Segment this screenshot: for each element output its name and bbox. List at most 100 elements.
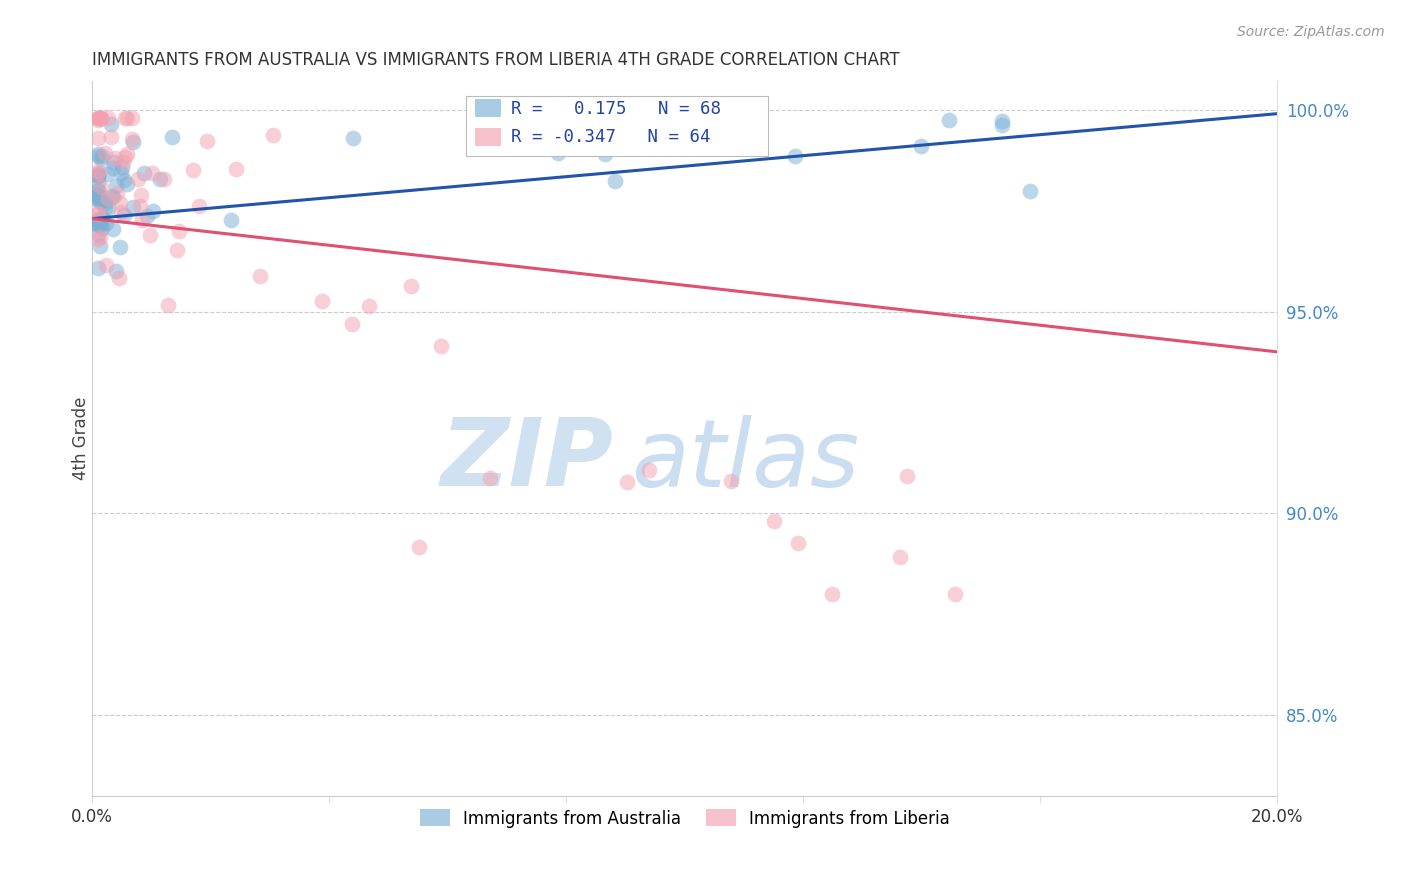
Point [311, 294, 333, 309]
Point [90, 211, 112, 225]
Point [87, 113, 110, 128]
Point [357, 299, 380, 313]
Point [195, 134, 218, 148]
Point [896, 469, 918, 483]
Point [90, 194, 112, 208]
FancyBboxPatch shape [465, 95, 768, 156]
Point [166, 243, 188, 257]
Point [160, 129, 183, 144]
Point [132, 166, 155, 180]
Point [97, 111, 120, 125]
Point [943, 587, 966, 601]
Point [141, 166, 163, 180]
Point [114, 150, 136, 164]
Point [408, 540, 430, 554]
Point [87, 218, 110, 232]
Point [153, 172, 176, 186]
Point [1019, 185, 1042, 199]
Point [101, 189, 124, 203]
Point [547, 145, 569, 160]
Point [115, 111, 138, 125]
Point [87, 187, 110, 202]
Point [89, 239, 111, 253]
Point [262, 128, 284, 142]
Point [105, 186, 128, 200]
Point [108, 239, 131, 253]
Point [129, 199, 152, 213]
Point [142, 204, 165, 219]
Point [103, 222, 125, 236]
Point [122, 200, 145, 214]
Point [110, 165, 132, 179]
Point [340, 317, 363, 331]
Text: IMMIGRANTS FROM AUSTRALIA VS IMMIGRANTS FROM LIBERIA 4TH GRADE CORRELATION CHART: IMMIGRANTS FROM AUSTRALIA VS IMMIGRANTS … [93, 51, 900, 69]
Point [108, 271, 131, 285]
Point [87, 131, 110, 145]
Point [104, 151, 127, 165]
Point [115, 177, 138, 191]
Point [87, 175, 110, 189]
Point [249, 268, 271, 283]
Point [108, 195, 131, 210]
Point [127, 171, 149, 186]
Point [889, 549, 911, 564]
Point [121, 111, 143, 125]
Point [87, 111, 110, 125]
Point [616, 475, 638, 490]
Point [87, 194, 110, 208]
Point [149, 172, 172, 186]
Point [225, 161, 247, 176]
FancyBboxPatch shape [475, 99, 501, 117]
Point [105, 178, 128, 193]
Point [115, 147, 138, 161]
Point [94, 201, 117, 215]
Point [100, 116, 122, 130]
Point [96, 216, 118, 230]
Point [156, 298, 179, 312]
Point [991, 119, 1014, 133]
Point [90, 152, 112, 166]
Point [90, 221, 112, 235]
Point [114, 111, 136, 125]
Point [87, 214, 110, 228]
Point [94, 196, 117, 211]
Point [90, 111, 112, 125]
Point [219, 212, 242, 227]
Point [762, 515, 785, 529]
Point [644, 132, 666, 146]
Point [785, 149, 807, 163]
Point [87, 227, 110, 241]
Point [131, 213, 153, 227]
Point [87, 146, 110, 161]
Point [93, 146, 115, 161]
Point [938, 113, 960, 128]
Point [97, 191, 120, 205]
Point [87, 149, 110, 163]
Point [430, 339, 453, 353]
Point [399, 279, 422, 293]
Legend: Immigrants from Australia, Immigrants from Liberia: Immigrants from Australia, Immigrants fr… [413, 803, 956, 834]
Point [87, 211, 110, 226]
Point [87, 232, 110, 246]
Point [910, 138, 932, 153]
Text: atlas: atlas [631, 415, 859, 506]
Point [121, 132, 143, 146]
Point [991, 114, 1014, 128]
Point [103, 161, 125, 175]
Point [603, 174, 626, 188]
Point [87, 111, 110, 125]
Text: R = -0.347   N = 64: R = -0.347 N = 64 [510, 128, 710, 146]
Point [637, 463, 659, 477]
Point [87, 169, 110, 183]
Point [87, 167, 110, 181]
Point [90, 217, 112, 231]
Point [87, 183, 110, 197]
Point [720, 474, 742, 488]
Point [478, 471, 501, 485]
Point [87, 189, 110, 203]
Point [94, 258, 117, 272]
Point [101, 189, 124, 203]
Point [593, 147, 616, 161]
Point [87, 168, 110, 182]
Point [89, 111, 111, 125]
